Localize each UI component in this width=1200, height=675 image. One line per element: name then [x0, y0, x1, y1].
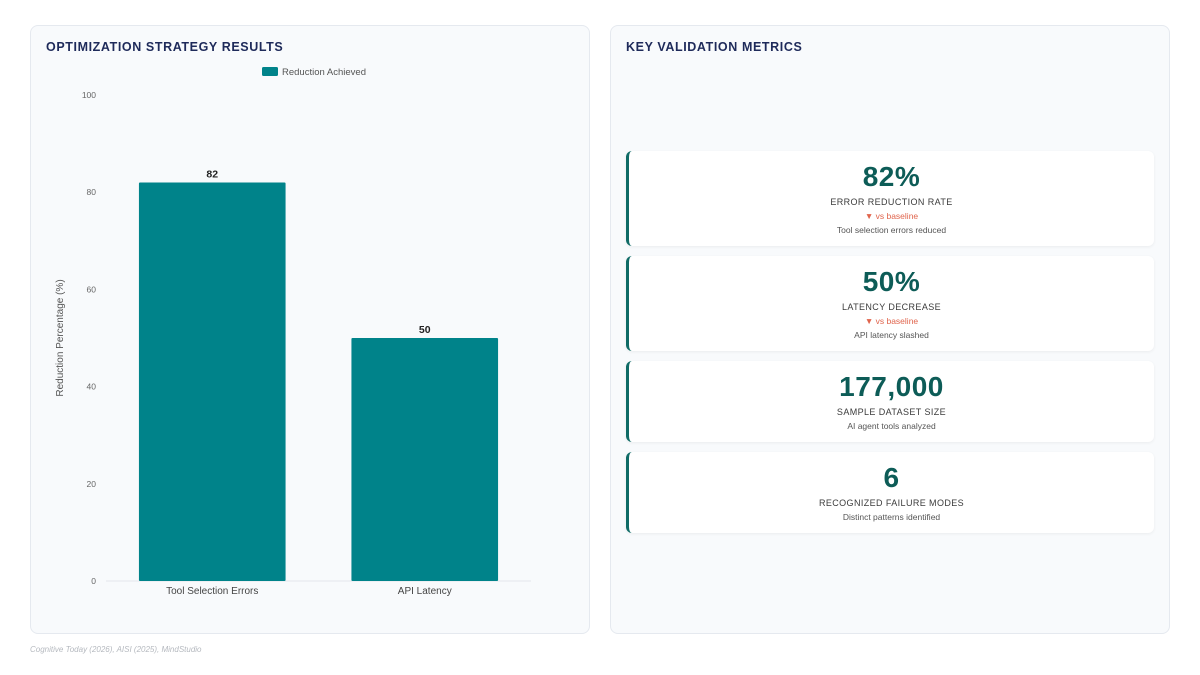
metric-label: ERROR REDUCTION RATE [830, 197, 953, 207]
y-tick-label: 0 [91, 576, 96, 586]
metric-value: 6 [883, 462, 900, 493]
metric-label: LATENCY DECREASE [841, 302, 942, 312]
metrics-panel: KEY VALIDATION METRICS 82% ERROR REDUCTI… [610, 25, 1170, 634]
chart-panel-title: OPTIMIZATION STRATEGY RESULTS [46, 40, 284, 54]
metric-description: Distinct patterns identified [842, 512, 941, 522]
y-tick-label: 20 [87, 479, 97, 489]
legend-swatch [262, 67, 278, 76]
metric-description: API latency slashed [854, 330, 929, 340]
metric-card-error-reduction: 82% ERROR REDUCTION RATE ▼ vs baseline T… [626, 151, 1154, 246]
metrics-panel-title: KEY VALIDATION METRICS [626, 40, 803, 54]
metric-trend: ▼ vs baseline [864, 316, 919, 326]
data-label: 82 [206, 168, 218, 180]
metric-label: SAMPLE DATASET SIZE [836, 407, 947, 417]
bar [351, 338, 499, 581]
metric-value: 50% [862, 266, 921, 297]
metric-description: AI agent tools analyzed [847, 421, 936, 431]
metric-card-latency: 50% LATENCY DECREASE ▼ vs baseline API l… [626, 256, 1154, 351]
y-axis-title: Reduction Percentage (%) [55, 279, 66, 396]
y-tick-label: 60 [87, 284, 97, 294]
y-tick-label: 100 [82, 90, 96, 100]
data-label: 50 [419, 324, 431, 336]
metric-value: 177,000 [839, 371, 944, 402]
metric-card-dataset-size: 177,000 SAMPLE DATASET SIZE AI agent too… [626, 361, 1154, 442]
legend-label: Reduction Achieved [282, 67, 366, 78]
y-tick-label: 40 [87, 382, 97, 392]
metric-value: 82% [862, 161, 921, 192]
x-tick-label: API Latency [398, 586, 452, 597]
metric-description: Tool selection errors reduced [836, 225, 947, 235]
bar [138, 182, 286, 582]
metric-label: RECOGNIZED FAILURE MODES [818, 498, 965, 508]
source-note: Cognitive Today (2026), AISI (2025), Min… [30, 645, 202, 654]
metric-trend: ▼ vs baseline [864, 211, 919, 221]
bar-chart: Reduction Achieved 0 20 40 60 80 100 Reduction … [55, 67, 531, 597]
chart-panel: OPTIMIZATION STRATEGY RESULTS Reduction … [30, 25, 590, 634]
y-tick-label: 80 [87, 187, 97, 197]
metric-card-failure-modes: 6 RECOGNIZED FAILURE MODES Distinct patt… [626, 452, 1154, 533]
x-tick-label: Tool Selection Errors [166, 586, 258, 597]
